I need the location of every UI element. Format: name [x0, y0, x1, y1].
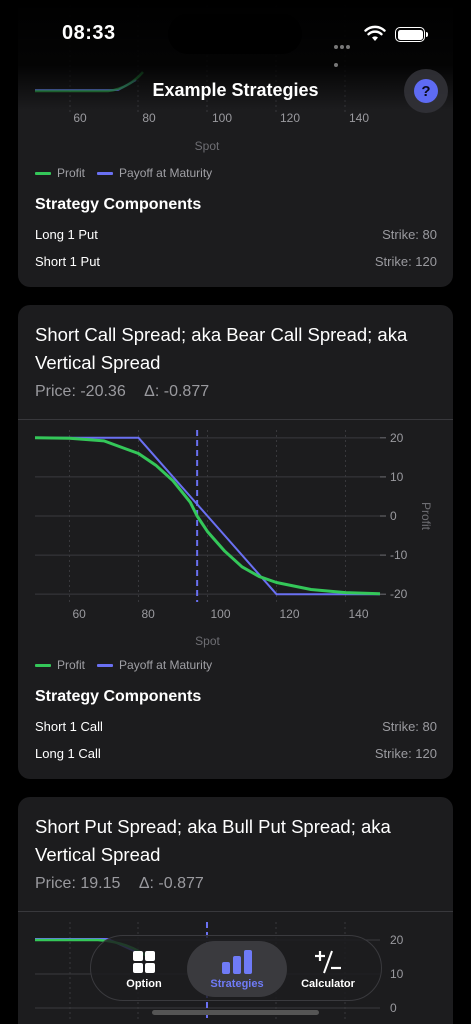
x-tick-label: 100	[212, 111, 232, 125]
y-tick-label: 0	[390, 1001, 397, 1015]
tab-calculator-label: Calculator	[301, 977, 355, 990]
strategy-meta: Price: 19.15 Δ: -0.877	[35, 875, 218, 893]
wifi-icon	[364, 25, 386, 41]
legend-payoff: Payoff at Maturity	[97, 166, 212, 180]
strategy-delta: Δ: -0.877	[144, 383, 210, 400]
components-title: Strategy Components	[35, 196, 202, 213]
profit-line	[34, 436, 381, 596]
x-tick-label: 140	[349, 607, 369, 621]
y-tick-label: 20	[390, 933, 404, 947]
tab-strategies-label: Strategies	[210, 977, 264, 990]
tab-strategies[interactable]: Strategies	[187, 941, 287, 997]
strategy-card: Short Call Spread; aka Bear Call Spread;…	[18, 305, 453, 779]
x-tick-label: 60	[73, 607, 87, 621]
x-axis-label: Spot	[195, 634, 220, 648]
card-divider	[18, 911, 453, 912]
strategy-title: Short Call Spread; aka Bear Call Spread;…	[35, 324, 408, 373]
x-tick-label: 120	[280, 607, 300, 621]
component-strike: Strike: 80	[382, 719, 437, 734]
x-tick-label: 80	[142, 111, 156, 125]
y-tick-label: 10	[390, 967, 404, 981]
y-tick-label: 0	[390, 509, 397, 523]
x-tick-label: 80	[142, 607, 156, 621]
tab-calculator[interactable]: Calculator	[278, 941, 378, 997]
x-tick-label: 140	[349, 111, 369, 125]
y-tick-label: -10	[390, 548, 408, 562]
component-strike: Strike: 120	[374, 746, 437, 761]
bar-chart-icon	[221, 949, 253, 975]
legend-profit: Profit	[35, 166, 85, 180]
battery-icon	[395, 27, 428, 42]
status-bar: 08:33	[0, 0, 471, 70]
tab-option-label: Option	[126, 977, 162, 990]
strategy-title: Short Put Spread; aka Bull Put Spread; a…	[35, 816, 391, 865]
legend-payoff: Payoff at Maturity	[97, 658, 212, 672]
page-title: Example Strategies	[152, 80, 319, 100]
dynamic-island	[168, 14, 302, 54]
component-name: Long 1 Call	[35, 746, 101, 761]
chart-legend: Profit Payoff at Maturity	[35, 658, 224, 672]
signal-icon	[334, 36, 356, 67]
x-tick-label: 60	[73, 111, 87, 125]
status-time: 08:33	[62, 22, 116, 44]
x-axis-label: Spot	[195, 139, 220, 153]
y-tick-label: 10	[390, 470, 404, 484]
question-icon: ?	[414, 79, 438, 103]
component-row: Short 1 Call Strike: 80	[35, 719, 437, 734]
grid-icon	[132, 949, 156, 975]
tab-bar: Option Strategies Calculator	[90, 935, 382, 1001]
x-tick-label: 100	[211, 607, 231, 621]
card-divider	[18, 419, 453, 420]
plus-minus-icon	[314, 949, 342, 975]
component-name: Short 1 Call	[35, 719, 103, 734]
legend-profit: Profit	[35, 658, 85, 672]
component-name: Long 1 Put	[35, 227, 98, 242]
component-row: Long 1 Put Strike: 80	[35, 227, 437, 242]
component-row: Long 1 Call Strike: 120	[35, 746, 437, 761]
strategy-delta: Δ: -0.877	[138, 875, 204, 892]
y-axis-label: Profit	[419, 502, 433, 531]
strategy-price: Price: 19.15	[35, 875, 121, 892]
component-strike: Strike: 80	[382, 227, 437, 242]
y-tick-label: 20	[390, 431, 404, 445]
component-row: Short 1 Put Strike: 120	[35, 254, 437, 269]
y-tick-label: -20	[390, 587, 408, 601]
component-strike: Strike: 120	[374, 254, 437, 269]
component-name: Short 1 Put	[35, 254, 101, 269]
strategy-meta: Price: -20.36 Δ: -0.877	[35, 383, 223, 401]
tab-option[interactable]: Option	[94, 941, 194, 997]
home-indicator	[152, 1010, 319, 1015]
help-button[interactable]: ?	[404, 69, 448, 113]
chart-legend: Profit Payoff at Maturity	[35, 166, 224, 180]
strategy-price: Price: -20.36	[35, 383, 126, 400]
x-tick-label: 120	[280, 111, 300, 125]
components-title: Strategy Components	[35, 688, 202, 705]
payoff-line	[35, 436, 380, 596]
